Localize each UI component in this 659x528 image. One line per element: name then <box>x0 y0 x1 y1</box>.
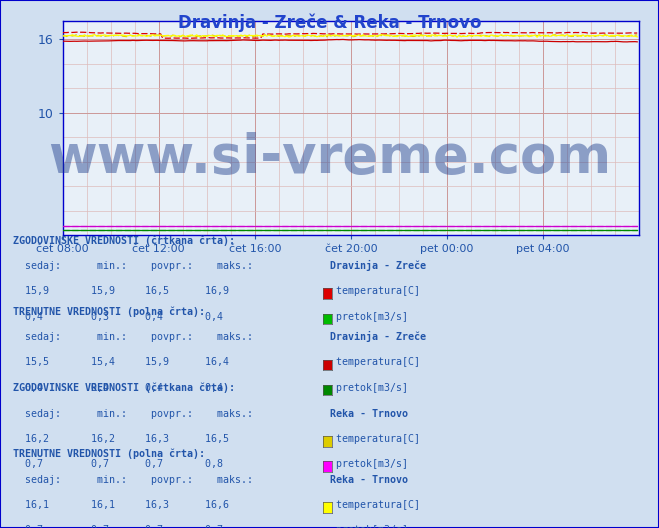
Text: Dravinja - Zreče & Reka - Trnovo: Dravinja - Zreče & Reka - Trnovo <box>178 13 481 32</box>
Text: TRENUTNE VREDNOSTI (polna črta):: TRENUTNE VREDNOSTI (polna črta): <box>13 306 205 317</box>
Text: 0,7        0,7      0,7       0,7: 0,7 0,7 0,7 0,7 <box>13 525 223 528</box>
Text: Dravinja - Zreče: Dravinja - Zreče <box>330 260 426 271</box>
Text: 0,4        0,3      0,4       0,4: 0,4 0,3 0,4 0,4 <box>13 312 223 322</box>
Text: pretok[m3/s]: pretok[m3/s] <box>330 383 407 393</box>
Text: sedaj:      min.:    povpr.:    maks.:: sedaj: min.: povpr.: maks.: <box>13 409 253 419</box>
Text: ZGODOVINSKE VREDNOSTI (črtkana črta):: ZGODOVINSKE VREDNOSTI (črtkana črta): <box>13 383 235 393</box>
Text: TRENUTNE VREDNOSTI (polna črta):: TRENUTNE VREDNOSTI (polna črta): <box>13 449 205 459</box>
Text: pretok[m3/s]: pretok[m3/s] <box>330 312 407 322</box>
Text: 16,2       16,2     16,3      16,5: 16,2 16,2 16,3 16,5 <box>13 434 229 444</box>
Text: Reka - Trnovo: Reka - Trnovo <box>330 475 407 485</box>
Text: sedaj:      min.:    povpr.:    maks.:: sedaj: min.: povpr.: maks.: <box>13 261 253 271</box>
Text: www.si-vreme.com: www.si-vreme.com <box>48 133 611 184</box>
Text: 15,5       15,4     15,9      16,4: 15,5 15,4 15,9 16,4 <box>13 357 229 367</box>
Text: temperatura[C]: temperatura[C] <box>330 500 420 510</box>
Text: temperatura[C]: temperatura[C] <box>330 286 420 296</box>
Text: sedaj:      min.:    povpr.:    maks.:: sedaj: min.: povpr.: maks.: <box>13 332 253 342</box>
Text: 0,7        0,7      0,7       0,8: 0,7 0,7 0,7 0,8 <box>13 459 223 469</box>
Text: Reka - Trnovo: Reka - Trnovo <box>330 409 407 419</box>
Text: Dravinja - Zreče: Dravinja - Zreče <box>330 331 426 342</box>
Text: pretok[m3/s]: pretok[m3/s] <box>330 459 407 469</box>
Text: ZGODOVINSKE VREDNOSTI (črtkana črta):: ZGODOVINSKE VREDNOSTI (črtkana črta): <box>13 235 235 246</box>
Text: 16,1       16,1     16,3      16,6: 16,1 16,1 16,3 16,6 <box>13 500 229 510</box>
Text: sedaj:      min.:    povpr.:    maks.:: sedaj: min.: povpr.: maks.: <box>13 475 253 485</box>
Text: temperatura[C]: temperatura[C] <box>330 434 420 444</box>
Text: temperatura[C]: temperatura[C] <box>330 357 420 367</box>
Text: 15,9       15,9     16,5      16,9: 15,9 15,9 16,5 16,9 <box>13 286 229 296</box>
Text: 0,4        0,4      0,4       0,4: 0,4 0,4 0,4 0,4 <box>13 383 223 393</box>
Text: pretok[m3/s]: pretok[m3/s] <box>330 525 407 528</box>
